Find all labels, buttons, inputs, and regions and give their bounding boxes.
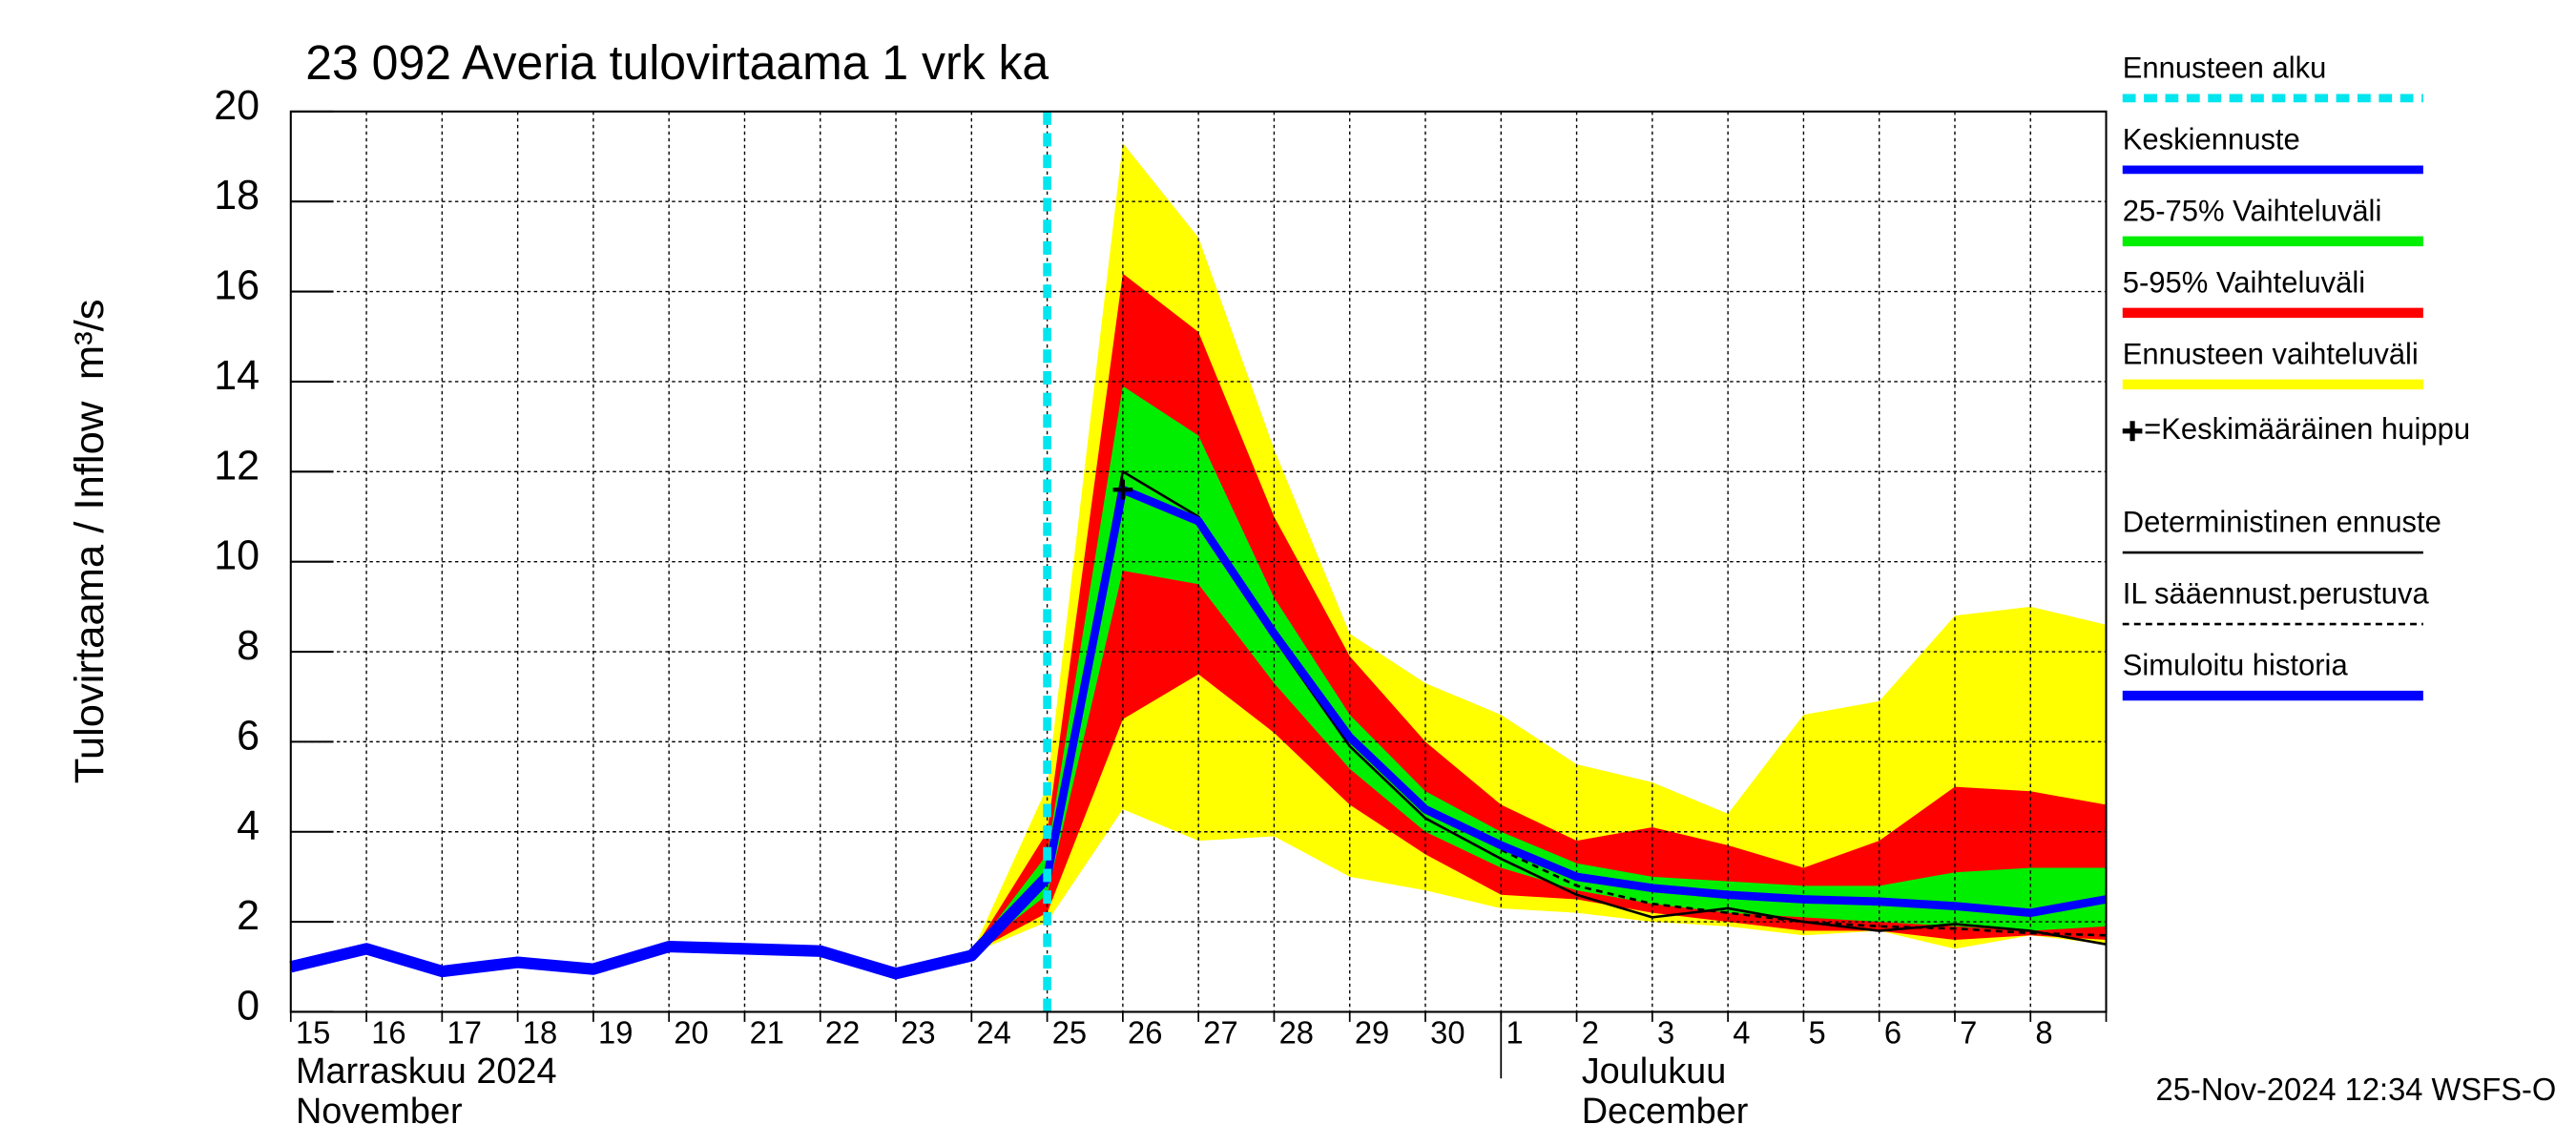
x-tick-label: 30	[1430, 1014, 1465, 1050]
x-tick-label: 27	[1203, 1014, 1237, 1050]
y-tick-label: 12	[214, 443, 260, 489]
plot-frame	[289, 110, 2108, 1013]
x-tick-label: 20	[674, 1014, 708, 1050]
x-tick-label: 8	[2035, 1014, 2052, 1050]
y-tick-label: 10	[214, 532, 260, 578]
x-tick-label: 22	[825, 1014, 860, 1050]
y-axis-unit: m³/s	[67, 299, 113, 380]
band	[971, 385, 2107, 954]
series-line	[1500, 848, 2107, 937]
x-tick-label: 6	[1884, 1014, 1901, 1050]
x-tick-label: 4	[1733, 1014, 1750, 1050]
x-tick-label: 17	[447, 1014, 482, 1050]
month-label: November	[296, 1091, 463, 1132]
legend-label: 25-75% Vaihteluväli	[2123, 194, 2382, 227]
legend-peak-symbol	[2122, 421, 2143, 442]
peak-marker	[1112, 479, 1133, 500]
month-label: December	[1582, 1091, 1749, 1132]
x-tick-label: 3	[1657, 1014, 1674, 1050]
x-tick-label: 21	[750, 1014, 784, 1050]
y-tick-label: 8	[237, 623, 260, 669]
x-tick-label: 1	[1506, 1014, 1523, 1050]
legend-label: Keskiennuste	[2123, 122, 2300, 156]
x-tick-label: 5	[1809, 1014, 1826, 1050]
y-tick-label: 16	[214, 262, 260, 308]
legend-label: Simuloitu historia	[2123, 649, 2349, 682]
legend-label: Deterministinen ennuste	[2123, 506, 2441, 539]
legend-label: Ennusteen alku	[2123, 51, 2327, 84]
x-tick-label: 26	[1128, 1014, 1162, 1050]
band	[971, 142, 2107, 954]
y-axis-label: Tulovirtaama / Inflow	[67, 401, 113, 783]
y-tick-label: 4	[237, 803, 260, 849]
x-tick-label: 28	[1279, 1014, 1314, 1050]
y-tick-label: 0	[237, 983, 260, 1029]
timestamp: 25-Nov-2024 12:34 WSFS-O	[2156, 1072, 2557, 1107]
x-tick-label: 29	[1355, 1014, 1389, 1050]
month-label: Joulukuu	[1582, 1051, 1727, 1092]
legend-label: Ennusteen vaihteluväli	[2123, 337, 2419, 370]
x-tick-label: 7	[1960, 1014, 1977, 1050]
y-tick-label: 14	[214, 353, 260, 399]
x-tick-label: 23	[901, 1014, 935, 1050]
y-tick-label: 20	[214, 83, 260, 129]
legend-label: 5-95% Vaihteluväli	[2123, 265, 2365, 299]
x-tick-label: 2	[1582, 1014, 1599, 1050]
y-tick-label: 2	[237, 893, 260, 939]
y-tick-label: 6	[237, 713, 260, 759]
x-tick-label: 16	[371, 1014, 405, 1050]
legend-label: IL sääennust.perustuva	[2123, 577, 2430, 611]
chart-title: 23 092 Averia tulovirtaama 1 vrk ka	[305, 36, 1049, 90]
x-tick-label: 19	[598, 1014, 633, 1050]
legend-label: =Keskimääräinen huippu	[2144, 412, 2470, 446]
x-tick-label: 24	[976, 1014, 1010, 1050]
y-tick-label: 18	[214, 173, 260, 219]
series-line	[289, 872, 1051, 980]
x-tick-label: 18	[523, 1014, 557, 1050]
month-label: Marraskuu 2024	[296, 1051, 557, 1092]
x-tick-label: 25	[1052, 1014, 1087, 1050]
series-line	[1043, 485, 2108, 918]
x-tick-label: 15	[296, 1014, 330, 1050]
